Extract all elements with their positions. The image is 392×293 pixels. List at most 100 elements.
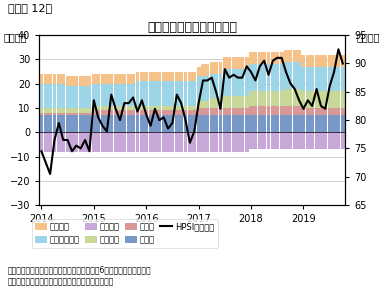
Bar bbox=[127, 115, 131, 132]
Text: （資料）ファニーメイよりニッセイ基礎研究所作成: （資料）ファニーメイよりニッセイ基礎研究所作成 bbox=[8, 277, 114, 286]
Bar bbox=[336, 132, 340, 149]
Bar bbox=[240, 57, 244, 69]
Bar bbox=[315, 54, 319, 67]
Bar bbox=[65, 132, 69, 152]
Bar bbox=[267, 64, 270, 91]
Bar bbox=[223, 96, 227, 108]
Bar bbox=[70, 76, 74, 86]
Bar bbox=[122, 110, 126, 115]
Bar bbox=[297, 62, 301, 88]
Bar bbox=[53, 108, 56, 113]
Bar bbox=[267, 91, 270, 105]
Bar bbox=[284, 132, 288, 149]
Bar bbox=[323, 115, 327, 132]
Bar bbox=[171, 71, 174, 81]
Bar bbox=[341, 54, 345, 67]
Bar bbox=[87, 76, 91, 86]
Bar bbox=[271, 115, 275, 132]
Bar bbox=[96, 115, 100, 132]
Bar bbox=[166, 105, 170, 110]
Bar bbox=[144, 110, 148, 115]
Bar bbox=[92, 74, 96, 84]
Bar bbox=[214, 108, 218, 115]
Bar bbox=[306, 91, 310, 108]
Bar bbox=[262, 52, 266, 64]
Bar bbox=[249, 132, 253, 149]
Bar bbox=[136, 81, 140, 105]
Bar bbox=[153, 105, 157, 110]
Bar bbox=[284, 115, 288, 132]
Bar bbox=[197, 67, 201, 76]
Bar bbox=[218, 115, 222, 132]
Bar bbox=[175, 110, 179, 115]
Bar bbox=[332, 132, 336, 149]
Bar bbox=[218, 132, 222, 152]
Bar bbox=[109, 110, 113, 115]
Bar bbox=[271, 52, 275, 64]
Bar bbox=[114, 115, 118, 132]
Bar bbox=[236, 108, 240, 115]
Bar bbox=[249, 64, 253, 91]
Bar bbox=[140, 105, 144, 110]
Bar bbox=[258, 132, 262, 149]
Bar bbox=[201, 64, 205, 76]
Bar bbox=[332, 54, 336, 67]
Bar bbox=[149, 110, 152, 115]
Bar bbox=[48, 74, 52, 84]
Bar bbox=[83, 86, 87, 108]
Bar bbox=[92, 132, 96, 152]
Bar bbox=[188, 132, 192, 152]
Bar bbox=[87, 132, 91, 152]
Bar bbox=[101, 74, 105, 84]
Bar bbox=[279, 64, 283, 91]
Bar bbox=[157, 110, 161, 115]
Text: （注）住宅購入センチメント指数を構成する6項目の部分のみを抽出: （注）住宅購入センチメント指数を構成する6項目の部分のみを抽出 bbox=[8, 265, 151, 274]
Bar bbox=[271, 91, 275, 105]
Bar bbox=[275, 115, 279, 132]
Bar bbox=[136, 132, 140, 152]
Bar bbox=[149, 132, 152, 152]
Legend: 所得上昇, 失業懸念後退, 金利低下, 価格上昇, 売り時, 買い時, HPSI（右軸）: 所得上昇, 失業懸念後退, 金利低下, 価格上昇, 売り時, 買い時, HPSI… bbox=[32, 219, 218, 248]
Bar bbox=[227, 96, 231, 108]
Bar bbox=[258, 64, 262, 91]
Bar bbox=[245, 69, 249, 96]
Bar bbox=[70, 115, 74, 132]
Bar bbox=[131, 84, 135, 105]
Bar bbox=[175, 105, 179, 110]
Bar bbox=[328, 67, 332, 91]
Bar bbox=[289, 132, 292, 149]
Bar bbox=[79, 86, 83, 108]
Text: （指数）: （指数） bbox=[4, 32, 27, 42]
Bar bbox=[101, 132, 105, 152]
Bar bbox=[105, 132, 109, 152]
Bar bbox=[122, 84, 126, 105]
Bar bbox=[114, 74, 118, 84]
Bar bbox=[236, 96, 240, 108]
Bar bbox=[275, 64, 279, 91]
Bar bbox=[122, 105, 126, 110]
Bar bbox=[293, 105, 297, 115]
Bar bbox=[83, 113, 87, 115]
Bar bbox=[267, 132, 270, 149]
Bar bbox=[336, 115, 340, 132]
Bar bbox=[171, 132, 174, 152]
Bar bbox=[319, 67, 323, 91]
Bar bbox=[297, 115, 301, 132]
Bar bbox=[114, 110, 118, 115]
Bar bbox=[157, 105, 161, 110]
Bar bbox=[192, 132, 196, 152]
Bar bbox=[293, 132, 297, 149]
Bar bbox=[101, 110, 105, 115]
Bar bbox=[166, 110, 170, 115]
Bar bbox=[40, 113, 44, 115]
Bar bbox=[61, 108, 65, 113]
Bar bbox=[205, 115, 209, 132]
Bar bbox=[245, 108, 249, 115]
Bar bbox=[61, 132, 65, 152]
Title: 住宅購入センチメント指数: 住宅購入センチメント指数 bbox=[147, 21, 237, 34]
Bar bbox=[197, 132, 201, 152]
Bar bbox=[341, 132, 345, 149]
Bar bbox=[289, 50, 292, 62]
Bar bbox=[205, 76, 209, 101]
Bar bbox=[179, 132, 183, 152]
